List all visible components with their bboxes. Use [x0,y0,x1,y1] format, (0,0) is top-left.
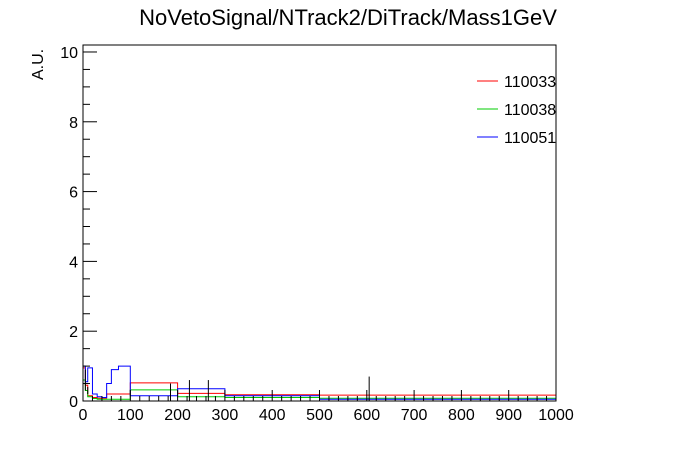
y-tick-label: 2 [69,324,78,341]
y-tick-label: 10 [60,45,78,62]
chart-title: NoVetoSignal/NTrack2/DiTrack/Mass1GeV [139,5,557,30]
legend-label: 110051 [504,130,556,147]
x-tick-label: 1000 [538,407,574,424]
histogram-series-110038 [82,379,557,401]
histogram-series-110051 [82,365,556,401]
y-tick-label: 4 [69,254,78,271]
y-tick-label: 6 [69,185,78,202]
x-tick-label: 700 [401,407,428,424]
axis-layer: 0 100 200 300 400 500 600 700 800 900 1000 0 2 4 6 8 10 [60,45,574,424]
legend: 110033 110038 110051 [477,74,556,147]
x-tick-label: 600 [353,407,380,424]
legend-label: 110038 [504,102,556,119]
x-tick-label: 300 [212,407,239,424]
x-tick-label: 900 [495,407,522,424]
x-tick-label: 100 [117,407,144,424]
x-tick-label: 200 [164,407,191,424]
legend-label: 110033 [504,74,556,91]
x-tick-label: 400 [259,407,286,424]
y-tick-label: 8 [69,115,78,132]
x-tick-label: 800 [448,407,475,424]
y-tick-label: 0 [69,394,78,411]
x-tick-label: 500 [306,407,333,424]
x-tick-label: 0 [79,407,88,424]
y-axis-title: A.U. [30,49,47,80]
error-bar-layer [84,369,370,401]
